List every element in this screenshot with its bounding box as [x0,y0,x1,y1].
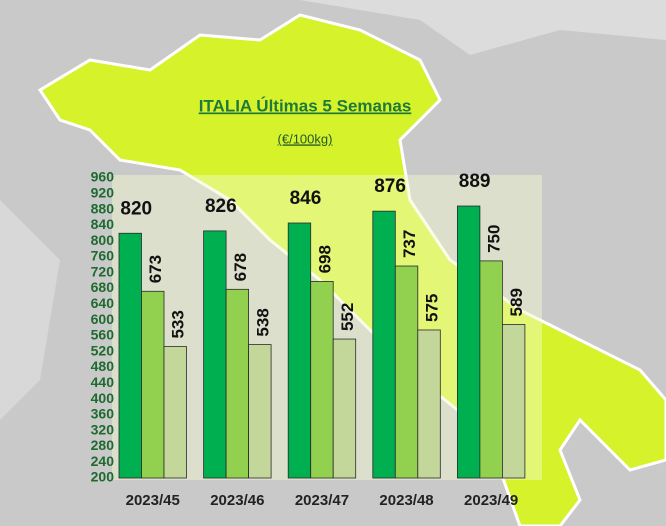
bar [248,344,272,479]
data-label: 552 [338,303,357,331]
bar [225,288,250,479]
data-label: 575 [423,294,442,322]
data-label: 750 [485,225,504,253]
y-tick-label: 840 [91,216,115,232]
bar [141,290,165,479]
bar [372,210,396,479]
bar [394,265,419,479]
y-tick-label: 600 [91,311,115,327]
bar [417,329,441,479]
y-tick-label: 880 [91,200,115,216]
bar [456,205,481,479]
y-tick-label: 520 [91,342,115,358]
data-label: 533 [169,310,188,338]
y-tick-label: 800 [91,232,115,248]
bar [118,232,142,479]
bar [203,230,227,479]
x-tick-label: 2023/45 [126,492,180,509]
x-tick-label: 2023/48 [379,492,433,509]
data-label: 876 [374,176,406,197]
data-label: 678 [231,253,250,281]
bar [479,260,503,479]
y-tick-label: 320 [91,421,115,437]
data-label: 737 [400,230,419,258]
y-tick-label: 720 [91,263,115,279]
map-region [0,0,666,55]
data-label: 698 [315,245,334,273]
y-tick-label: 400 [91,390,115,406]
x-tick-label: 2023/49 [464,492,518,509]
y-tick-label: 560 [91,327,115,343]
bar [163,346,187,479]
y-tick-label: 360 [91,406,115,422]
x-tick-label: 2023/47 [295,492,349,509]
y-tick-label: 480 [91,358,115,374]
y-tick-label: 440 [91,374,115,390]
chart-subtitle: (€/100kg) [278,131,333,146]
data-label: 589 [507,288,526,316]
x-tick-label: 2023/46 [210,492,264,509]
data-label: 889 [459,171,491,192]
data-label: 826 [205,196,237,217]
y-tick-label: 640 [91,295,115,311]
chart-title: ITALIA Últimas 5 Semanas [199,96,412,115]
data-label: 538 [253,308,272,336]
bar [501,324,526,479]
y-tick-label: 920 [91,184,115,200]
y-tick-label: 760 [91,248,115,264]
y-tick-label: 280 [91,437,115,453]
data-label: 846 [290,188,322,209]
data-label: 820 [120,198,152,219]
y-tick-label: 960 [91,169,115,185]
map-region [0,200,60,420]
y-tick-label: 680 [91,279,115,295]
bar [287,222,312,479]
bar [332,338,357,479]
y-tick-label: 200 [91,469,115,485]
bar [310,281,334,479]
y-tick-label: 240 [91,453,115,469]
data-label: 673 [146,255,165,283]
